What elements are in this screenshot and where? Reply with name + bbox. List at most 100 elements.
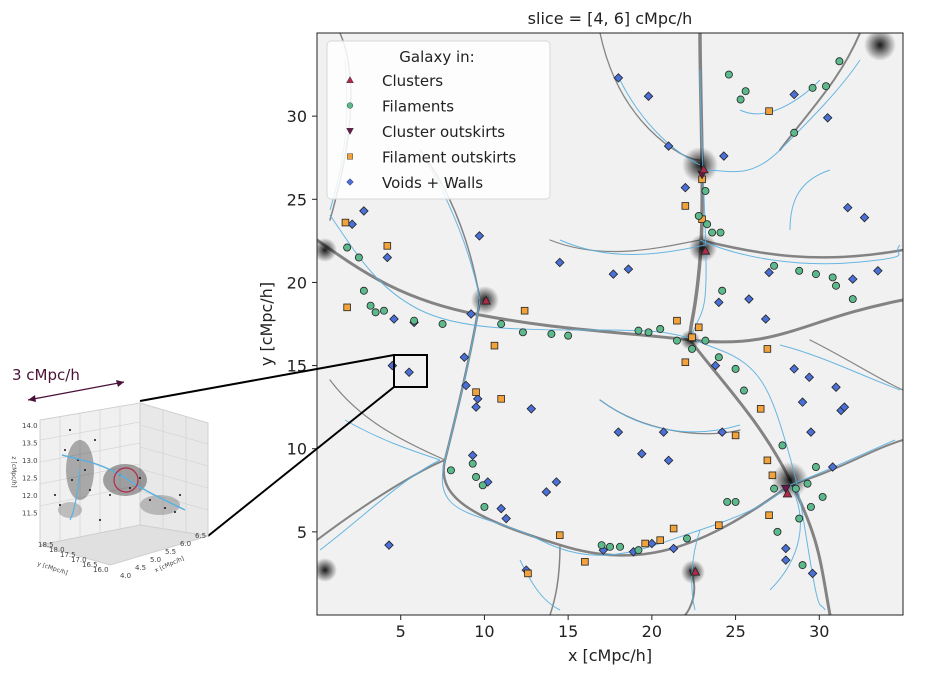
x-axis-label: x [cMpc/h] [568,646,652,665]
point-voids-walls [459,352,470,363]
point-filaments [446,466,455,475]
point-clusters [698,164,709,174]
inset-z-label: z [cMpc/h] [10,456,17,487]
point-filaments [806,502,815,511]
point-voids-walls [555,257,565,268]
point-filaments [518,328,527,337]
inset-y-tick: 17.0 [71,556,87,564]
point-filaments [701,336,710,345]
point-filament-outskirts [681,358,690,367]
scale-label: 3 cMpc/h [12,366,80,384]
point-voids-walls [466,309,476,319]
point-voids-walls [842,202,853,213]
point-filaments [656,325,665,333]
point-voids-walls [471,402,481,412]
legend-label-clusters: Clusters [382,72,443,90]
inset-cluster-ring [113,467,139,493]
legend-label-cluster-outskirts: Cluster outskirts [382,123,505,141]
inset-z-ticks: 14.0 13.5 13.0 12.5 12.0 11.5 [22,422,38,518]
point-cluster-outskirts [780,484,791,494]
connector-line-bottom [207,386,395,537]
point-filaments [818,492,827,501]
point-voids-walls [526,404,537,414]
point-filaments [731,497,740,506]
inset-x-ticks: 4.0 4.5 5.0 5.5 6.0 6.5 [120,532,206,580]
point-filaments [723,497,732,506]
point-voids-walls [474,231,485,241]
point-filaments [683,534,691,543]
point-voids-walls [714,297,724,308]
point-voids-walls [663,141,674,151]
point-filament-outskirts [520,306,529,315]
point-voids-walls [608,269,619,279]
point-filament-outskirts [656,536,664,544]
point-filaments [778,441,787,450]
inset-z-tick: 12.0 [22,492,38,500]
point-filaments [547,330,556,338]
inset-y-ticks: 18.518.017.517.016.516.0 [38,541,109,574]
legend-marker-clusters [346,76,354,83]
point-voids-walls [623,264,634,274]
inset-x-tick: 5.0 [150,556,161,564]
inset-skeleton [61,454,186,511]
inset-x-tick: 4.0 [120,572,131,580]
point-voids-walls [643,91,654,101]
point-voids-walls [807,568,818,579]
point-clusters [700,245,711,255]
point-filament-outskirts [383,242,392,250]
point-filaments [798,561,807,570]
point-filaments [606,542,614,551]
point-filaments [438,320,447,328]
inset-z-tick: 11.5 [22,510,38,518]
y-axis-label: y [cMpc/h] [257,282,276,366]
point-filaments [472,473,481,481]
point-filaments [371,308,380,317]
x-tick-label: 20 [642,622,662,641]
plot-frame [316,32,904,616]
point-filament-outskirts [524,569,532,578]
point-filaments [703,220,712,229]
point-filaments [380,306,388,315]
legend-marker-voids-walls [346,178,354,186]
inset-y-tick: 17.5 [60,551,76,559]
point-voids-walls [710,360,721,371]
point-filaments [359,286,368,295]
y-tick-label: 25 [287,190,307,209]
x-tick-label: 10 [474,622,494,641]
x-tick-label: 5 [396,622,406,641]
point-clusters [782,488,793,498]
point-voids-walls [637,448,647,459]
point-filaments [803,479,812,488]
point-voids-walls [404,367,414,377]
point-voids-walls [760,314,771,324]
y-tick-label: 20 [287,273,307,292]
inset-y-label: y [cMpc/h] [36,560,68,576]
inset-z-tick: 12.5 [22,475,38,483]
point-filament-outskirts [556,531,564,539]
point-voids-walls [496,503,506,514]
point-voids-walls [848,274,858,284]
inset-x-tick: 6.0 [180,540,191,548]
point-filaments [832,281,840,290]
point-filaments [795,514,804,523]
x-tick-label: 30 [809,622,829,641]
inset-z-tick: 14.0 [22,422,38,430]
point-voids-walls [859,212,870,223]
point-filaments [597,541,606,550]
point-filaments [716,228,725,237]
point-filaments [634,546,643,555]
point-voids-walls [719,151,729,161]
point-filament-outskirts [681,202,690,210]
scale-arrow [27,380,125,402]
point-filament-outskirts [765,107,773,115]
point-filament-outskirts [768,471,777,480]
y-tick-label: 5 [297,523,307,542]
y-tick-label: 30 [287,107,307,126]
legend: Galaxy in: Clusters Filaments Cluster outs… [326,40,551,200]
point-filaments [724,70,733,79]
point-filaments [688,344,697,353]
inset-z-tick: 13.0 [22,457,38,465]
point-filaments [770,484,779,493]
main-plot: slice = [4, 6] cMpc/h [257,9,904,665]
